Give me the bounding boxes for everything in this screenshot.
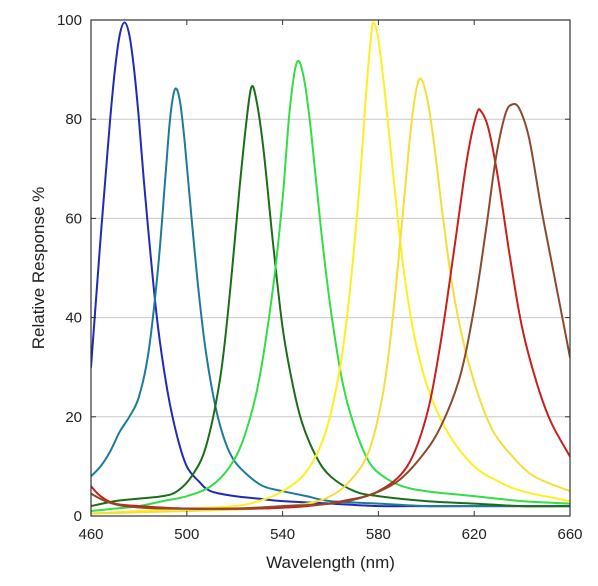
label-layer: Wavelength (nm) Relative Response % (29, 187, 395, 572)
series-line-6 (91, 77, 570, 515)
x-tick-label-540: 540 (270, 526, 295, 543)
y-tick-label-60: 60 (65, 210, 82, 227)
x-tick-label-460: 460 (78, 526, 103, 543)
series-line-1 (91, 21, 570, 508)
series-line-2 (91, 87, 570, 508)
y-tick-label-0: 0 (74, 508, 82, 525)
y-axis-label: Relative Response % (29, 187, 48, 350)
series-line-8 (91, 102, 570, 510)
series-line-4 (91, 59, 570, 513)
series-line-5 (91, 21, 570, 515)
plot-frame (90, 19, 571, 517)
y-tick-label-100: 100 (57, 12, 82, 29)
y-tick-label-40: 40 (65, 310, 82, 327)
tick-layer: 460 500 540 580 620 660 0 20 40 60 80 100 (57, 12, 583, 543)
x-tick-label-500: 500 (174, 526, 199, 543)
y-tick-label-80: 80 (65, 111, 82, 128)
series-layer (91, 21, 570, 515)
x-tick-label-580: 580 (366, 526, 391, 543)
grid-layer (91, 118, 570, 418)
y-tick-label-20: 20 (65, 409, 82, 426)
x-axis-label: Wavelength (nm) (266, 553, 395, 572)
x-tick-label-660: 660 (557, 526, 582, 543)
x-tick-label-620: 620 (462, 526, 487, 543)
